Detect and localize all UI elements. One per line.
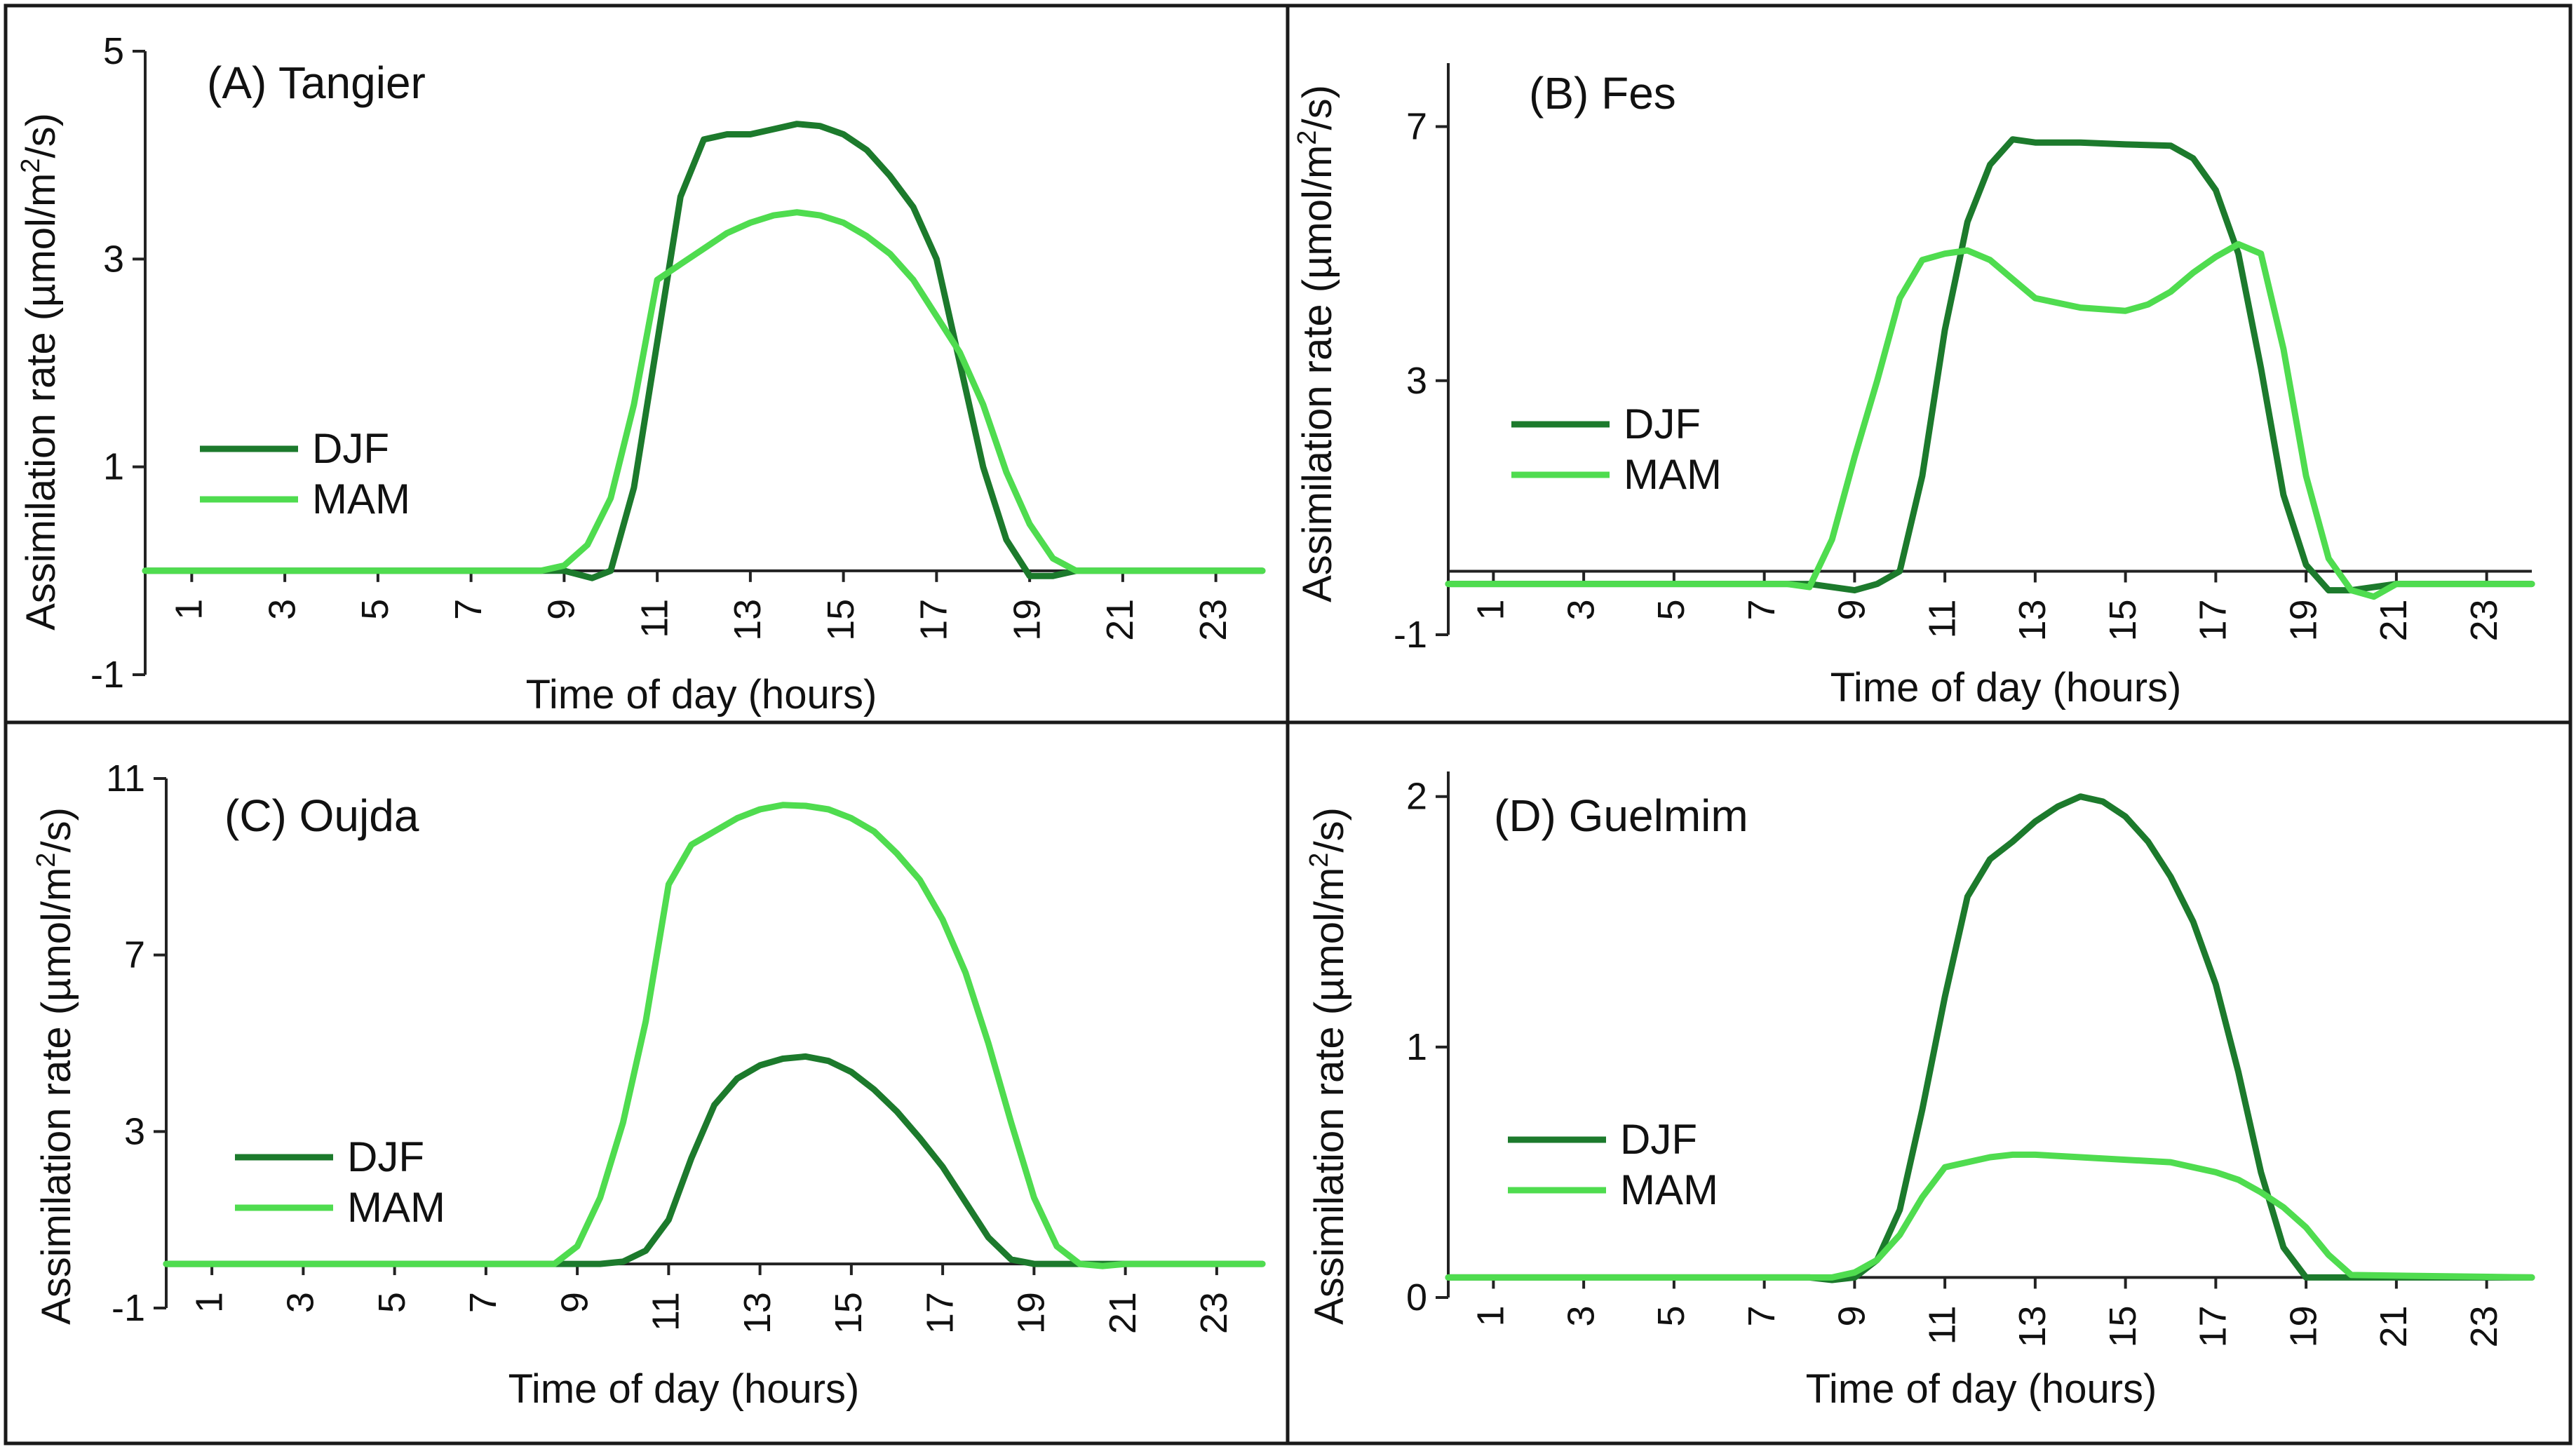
y-tick-label: 3 [103,238,124,280]
y-tick-label: 3 [124,1110,145,1152]
legend-label-djf: DJF [1620,1116,1697,1163]
x-tick-label: 17 [919,1292,961,1334]
x-tick-label: 5 [1650,599,1692,620]
legend-label-djf: DJF [347,1133,424,1180]
x-tick-label: 13 [727,599,769,641]
x-tick-label: 9 [1831,599,1873,620]
series-line-djf [163,1053,1266,1267]
panel-title: (B) Fes [1529,68,1676,119]
y-tick-label: 7 [1406,106,1427,148]
x-tick-label: 1 [1470,599,1512,620]
x-tick-label: 13 [2011,1305,2054,1347]
x-tick-label: 21 [2373,599,2415,641]
x-tick-label: 15 [2102,1305,2144,1347]
x-tick-label: 1 [168,599,210,620]
x-tick-label: 11 [1921,599,1963,638]
y-tick-label: 7 [124,934,145,976]
x-axis-title: Time of day (hours) [526,672,877,717]
x-tick-label: 17 [2192,1305,2234,1347]
x-tick-label: 9 [541,599,583,620]
panel-frame [1286,720,2572,1445]
x-tick-label: 3 [1560,1305,1602,1326]
x-tick-label: 19 [1006,599,1048,641]
x-tick-label: 1 [188,1292,230,1313]
x-tick-label: 13 [2011,599,2054,641]
y-tick-label: 1 [103,446,124,488]
y-axis-title: Assimilation rate (µmol/m2/s) [32,807,79,1325]
y-tick-label: -1 [112,1287,145,1329]
legend-label-mam: MAM [347,1184,445,1231]
x-tick-label: 7 [1741,599,1783,620]
x-tick-label: 23 [1192,599,1234,641]
x-tick-label: 3 [261,599,303,620]
x-tick-label: 9 [553,1292,595,1313]
series-line-mam [1445,241,2535,600]
y-axis-title: Assimilation rate (µmol/m2/s) [1304,807,1352,1325]
x-tick-label: 21 [1099,599,1141,641]
x-tick-label: 21 [2373,1305,2415,1347]
x-tick-label: 19 [2282,1305,2324,1347]
x-tick-label: 17 [2192,599,2234,641]
x-tick-label: 5 [354,599,396,620]
y-tick-label: 11 [106,757,145,800]
x-axis-title: Time of day (hours) [508,1366,860,1412]
legend-label-mam: MAM [312,476,410,523]
x-tick-label: 11 [633,599,675,638]
x-tick-label: 7 [1741,1305,1783,1326]
y-axis-title: Assimilation rate (µmol/m2/s) [16,113,64,631]
x-tick-label: 21 [1102,1292,1144,1334]
x-tick-label: 15 [820,599,862,641]
x-axis-title: Time of day (hours) [1830,665,2182,710]
x-tick-label: 5 [371,1292,413,1313]
legend-label-djf: DJF [1624,400,1701,447]
panel-title: (A) Tangier [207,58,426,108]
series-line-djf [142,121,1266,581]
x-tick-label: 23 [1193,1292,1235,1334]
x-tick-label: 11 [1921,1305,1963,1344]
y-axis-title: Assimilation rate (µmol/m2/s) [1293,85,1340,602]
x-tick-label: 19 [1011,1292,1053,1334]
x-tick-label: 17 [913,599,955,641]
x-tick-label: 23 [2463,599,2505,641]
x-axis-title: Time of day (hours) [1806,1366,2157,1412]
y-tick-label: 2 [1406,776,1427,818]
y-tick-label: 1 [1406,1026,1427,1068]
series-line-mam [142,209,1266,574]
x-tick-label: 3 [1560,599,1602,620]
x-tick-label: 7 [447,599,490,620]
legend-label-mam: MAM [1620,1166,1718,1213]
x-tick-label: 9 [1831,1305,1873,1326]
series-line-mam [1445,1151,2535,1281]
y-tick-label: 5 [103,30,124,72]
x-tick-label: 1 [1470,1305,1512,1326]
x-tick-label: 5 [1650,1305,1692,1326]
panel-title: (C) Oujda [224,790,419,841]
x-tick-label: 13 [736,1292,778,1334]
legend-label-djf: DJF [312,425,389,472]
y-tick-label: -1 [1394,614,1427,656]
panel-title: (D) Guelmim [1494,790,1748,841]
y-tick-label: -1 [90,654,124,696]
x-tick-label: 19 [2282,599,2324,641]
x-tick-label: 7 [462,1292,504,1313]
y-tick-label: 0 [1406,1276,1427,1319]
y-tick-label: 3 [1406,360,1427,402]
x-tick-label: 11 [645,1292,687,1331]
legend-label-mam: MAM [1624,451,1722,498]
x-tick-label: 15 [2102,599,2144,641]
x-tick-label: 15 [828,1292,870,1334]
x-tick-label: 23 [2463,1305,2505,1347]
series-line-djf [1445,136,2535,594]
series-line-mam [163,802,1266,1269]
x-tick-label: 3 [280,1292,322,1313]
